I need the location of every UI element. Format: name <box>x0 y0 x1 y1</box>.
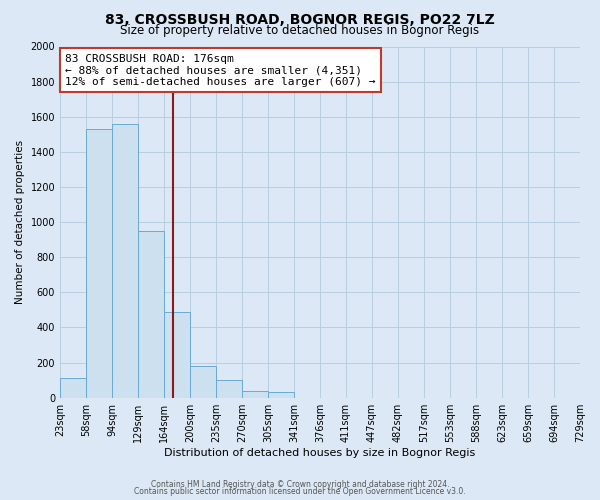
Y-axis label: Number of detached properties: Number of detached properties <box>15 140 25 304</box>
Text: Contains public sector information licensed under the Open Government Licence v3: Contains public sector information licen… <box>134 487 466 496</box>
Bar <box>86 129 112 398</box>
Bar <box>216 380 242 398</box>
Text: Contains HM Land Registry data © Crown copyright and database right 2024.: Contains HM Land Registry data © Crown c… <box>151 480 449 489</box>
Bar <box>190 366 216 398</box>
Text: 83, CROSSBUSH ROAD, BOGNOR REGIS, PO22 7LZ: 83, CROSSBUSH ROAD, BOGNOR REGIS, PO22 7… <box>105 12 495 26</box>
Bar <box>164 312 190 398</box>
Bar <box>138 231 164 398</box>
X-axis label: Distribution of detached houses by size in Bognor Regis: Distribution of detached houses by size … <box>164 448 476 458</box>
Text: Size of property relative to detached houses in Bognor Regis: Size of property relative to detached ho… <box>121 24 479 37</box>
Bar <box>112 124 138 398</box>
Bar <box>60 378 86 398</box>
Bar <box>268 392 294 398</box>
Bar <box>242 390 268 398</box>
Text: 83 CROSSBUSH ROAD: 176sqm
← 88% of detached houses are smaller (4,351)
12% of se: 83 CROSSBUSH ROAD: 176sqm ← 88% of detac… <box>65 54 376 86</box>
